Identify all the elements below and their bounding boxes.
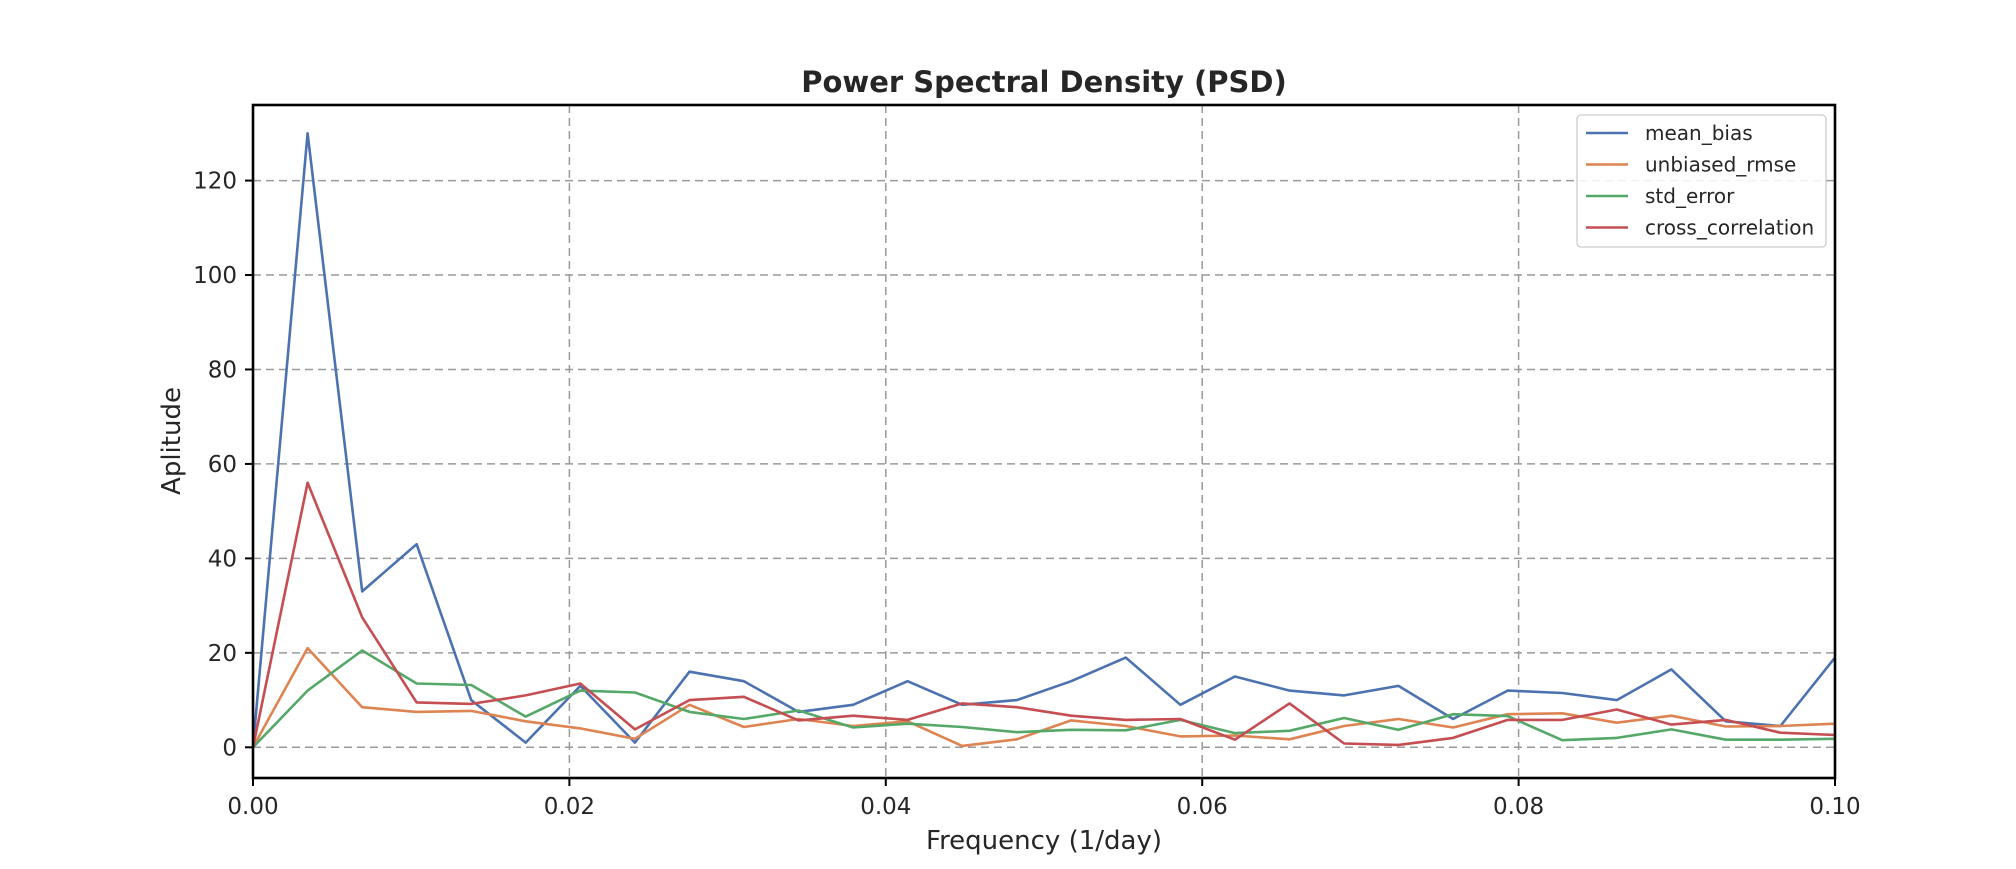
y-tick-label: 80 [208,357,237,383]
x-tick-label: 0.04 [860,794,911,820]
y-tick-label: 40 [208,546,237,572]
legend-label-mean-bias: mean_bias [1645,121,1753,145]
legend-label-std-error: std_error [1645,184,1735,208]
legend-label-cross-correlation: cross_correlation [1645,216,1814,240]
x-tick-label: 0.02 [544,794,595,820]
axes-frame [251,103,1837,780]
series-line-cross-correlation [251,481,1836,748]
y-tick-label: 20 [208,641,237,667]
y-tick-label: 0 [222,735,237,761]
x-axis-label: Frequency (1/day) [926,826,1162,856]
axis-ticks: 0.00 0.02 0.04 0.06 0.08 0.10 0 20 40 60 80 100 120 [193,169,1861,820]
y-tick-label: 60 [208,452,237,478]
series-lines [251,132,1837,749]
legend-box [1576,114,1827,248]
x-tick-label: 0.06 [1177,794,1228,820]
x-tick-label: 0.10 [1809,794,1860,820]
grid-lines [252,105,1836,778]
x-tick-label: 0.08 [1493,794,1544,820]
series-line-std-error [252,649,1836,749]
legend-label-unbiased-rmse: unbiased_rmse [1645,153,1796,177]
series-line-mean-bias [251,132,1837,748]
y-axis-label: Aplitude [157,387,187,495]
chart-title: Power Spectral Density (PSD) [801,65,1286,99]
legend: mean_bias unbiased_rmse std_error cross_cor… [1576,114,1827,248]
y-tick-label: 100 [193,263,237,289]
x-tick-label: 0.00 [227,794,278,820]
y-tick-label: 120 [193,169,237,195]
